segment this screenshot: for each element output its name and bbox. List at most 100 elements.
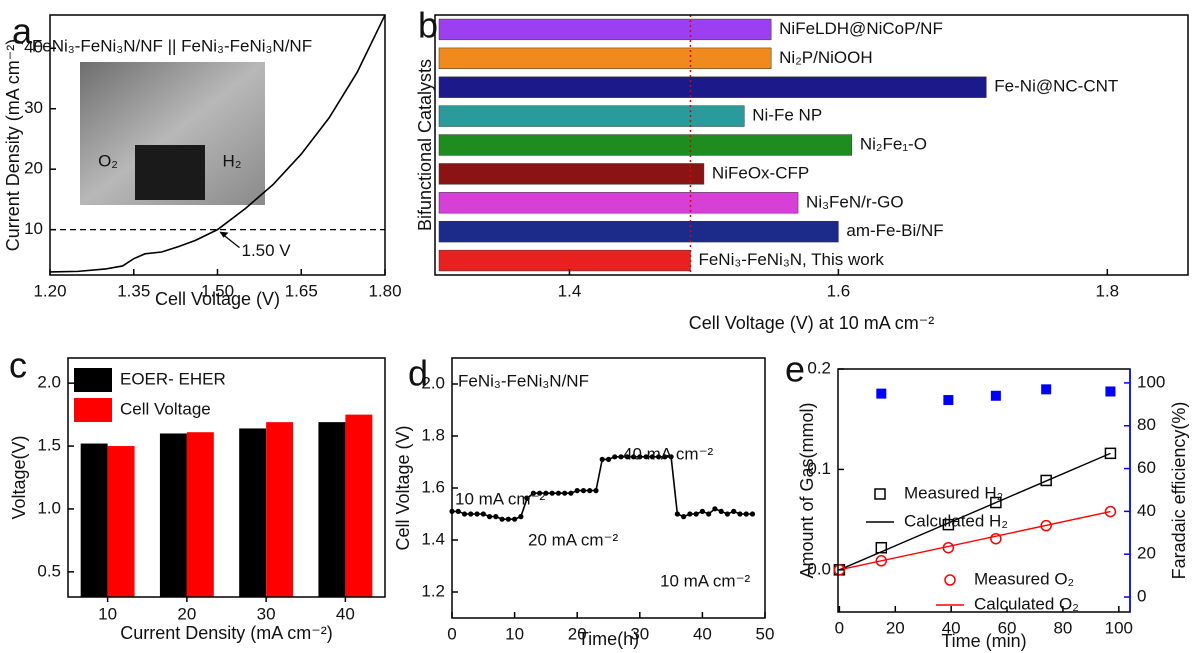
legend-swatch — [74, 368, 112, 392]
annotation: 1.50 V — [242, 241, 292, 260]
inset-label: H₂ — [223, 151, 242, 170]
annotation: 40 mA cm⁻² — [623, 444, 714, 463]
x-axis-label: Cell Voltage (V) at 10 mA cm⁻² — [689, 313, 935, 333]
point — [468, 511, 474, 517]
y-tick-label: 1.0 — [37, 498, 61, 517]
x-tick-label: 1.65 — [285, 281, 318, 300]
bar-label: am-Fe-Bi/NF — [846, 221, 943, 240]
x-tick-label: 0 — [835, 618, 844, 637]
point — [493, 514, 499, 520]
legend-label: Cell Voltage — [120, 399, 211, 418]
point — [1104, 505, 1117, 518]
point — [749, 511, 756, 517]
annotation: 20 mA cm⁻² — [528, 530, 619, 549]
point — [618, 454, 624, 460]
bar — [438, 105, 745, 127]
y-tick-label: 30 — [24, 98, 43, 117]
plot-frame — [67, 357, 386, 598]
x-tick-label: 0 — [447, 624, 456, 643]
point — [461, 511, 468, 517]
point — [674, 511, 680, 517]
legend-label: Measured O₂ — [974, 569, 1074, 588]
bar — [318, 422, 346, 597]
point — [662, 454, 668, 460]
point — [706, 511, 712, 517]
y-tick-label: 2.0 — [421, 373, 445, 392]
point — [524, 495, 530, 501]
point — [486, 514, 493, 520]
y-tick-label: 0.1 — [807, 459, 831, 478]
point — [1105, 386, 1116, 397]
panel-letter: e — [785, 349, 805, 390]
x-axis-label: Cell Voltage (V) — [155, 289, 280, 309]
point — [990, 496, 1002, 509]
x-tick-label: 10 — [98, 604, 117, 623]
x-tick-label: 30 — [257, 604, 276, 623]
point — [587, 488, 593, 494]
x-tick-label: 50 — [756, 624, 775, 643]
y-tick-label: 10 — [24, 219, 43, 238]
legend-label: Calculated O₂ — [974, 594, 1079, 613]
panel-letter: b — [418, 5, 438, 46]
point — [624, 454, 630, 460]
bar-label: FeNi₃-FeNi₃N, This work — [698, 250, 884, 269]
y-axis-label: Amount of Gas(mmol) — [797, 402, 817, 578]
y-tick-label: 80 — [1137, 415, 1156, 434]
point — [875, 541, 888, 554]
x-tick-label: 20 — [568, 624, 587, 643]
point — [537, 490, 543, 496]
x-tick-label: 80 — [1053, 618, 1072, 637]
bar — [266, 422, 294, 597]
point — [833, 564, 846, 576]
y-tick-label: 0 — [1137, 586, 1146, 605]
legend-label: EOER- EHER — [120, 369, 226, 388]
x-axis-label: Time (min) — [941, 631, 1026, 651]
point — [474, 511, 480, 517]
bar — [345, 414, 373, 597]
point — [518, 514, 524, 520]
y-tick-label: 1.4 — [421, 529, 445, 548]
y-axis-label: Voltage(V) — [9, 435, 29, 519]
inset-label: O₂ — [98, 151, 118, 170]
x-tick-label: 10 — [505, 624, 524, 643]
y-tick-label: 100 — [1137, 372, 1165, 391]
point — [574, 488, 580, 494]
point — [649, 454, 655, 460]
bar-label: NiFeLDH@NiCoP/NF — [779, 19, 943, 38]
point — [480, 511, 486, 517]
point — [543, 490, 549, 496]
point — [455, 508, 461, 514]
y-axis-label: Bifunctional Catalysts — [415, 59, 435, 231]
annotation: 10 mA cm⁻² — [660, 571, 751, 590]
point — [562, 490, 568, 496]
y-tick-label: 0.2 — [807, 358, 831, 377]
point — [668, 454, 674, 460]
point — [1104, 447, 1117, 460]
point — [699, 508, 706, 514]
point — [580, 488, 587, 494]
point — [612, 454, 618, 460]
bar — [107, 446, 135, 597]
x-tick-label: 100 — [1105, 618, 1133, 637]
point — [731, 508, 737, 514]
point — [1040, 474, 1052, 487]
x-tick-label: 1.80 — [368, 281, 401, 300]
point — [724, 511, 731, 517]
point — [943, 395, 954, 406]
legend-label: Calculated H₂ — [904, 511, 1008, 530]
arrow-head — [219, 231, 229, 238]
x-tick-label: 30 — [630, 624, 649, 643]
x-tick-label: 1.4 — [558, 281, 582, 300]
y-tick-label: 0.5 — [37, 561, 61, 580]
bar — [438, 134, 853, 156]
y-tick-label: 1.6 — [421, 477, 445, 496]
bar-label: Fe-Ni@NC-CNT — [994, 77, 1118, 96]
y-tick-label: 1.2 — [421, 581, 445, 600]
x-tick-label: 40 — [336, 604, 355, 623]
bar-label: Ni₃FeN/r-GO — [806, 192, 904, 211]
point — [605, 456, 612, 462]
bar — [186, 432, 214, 597]
point — [530, 490, 536, 496]
y2-axis-label: Faradaic efficiency(%) — [1169, 402, 1189, 580]
